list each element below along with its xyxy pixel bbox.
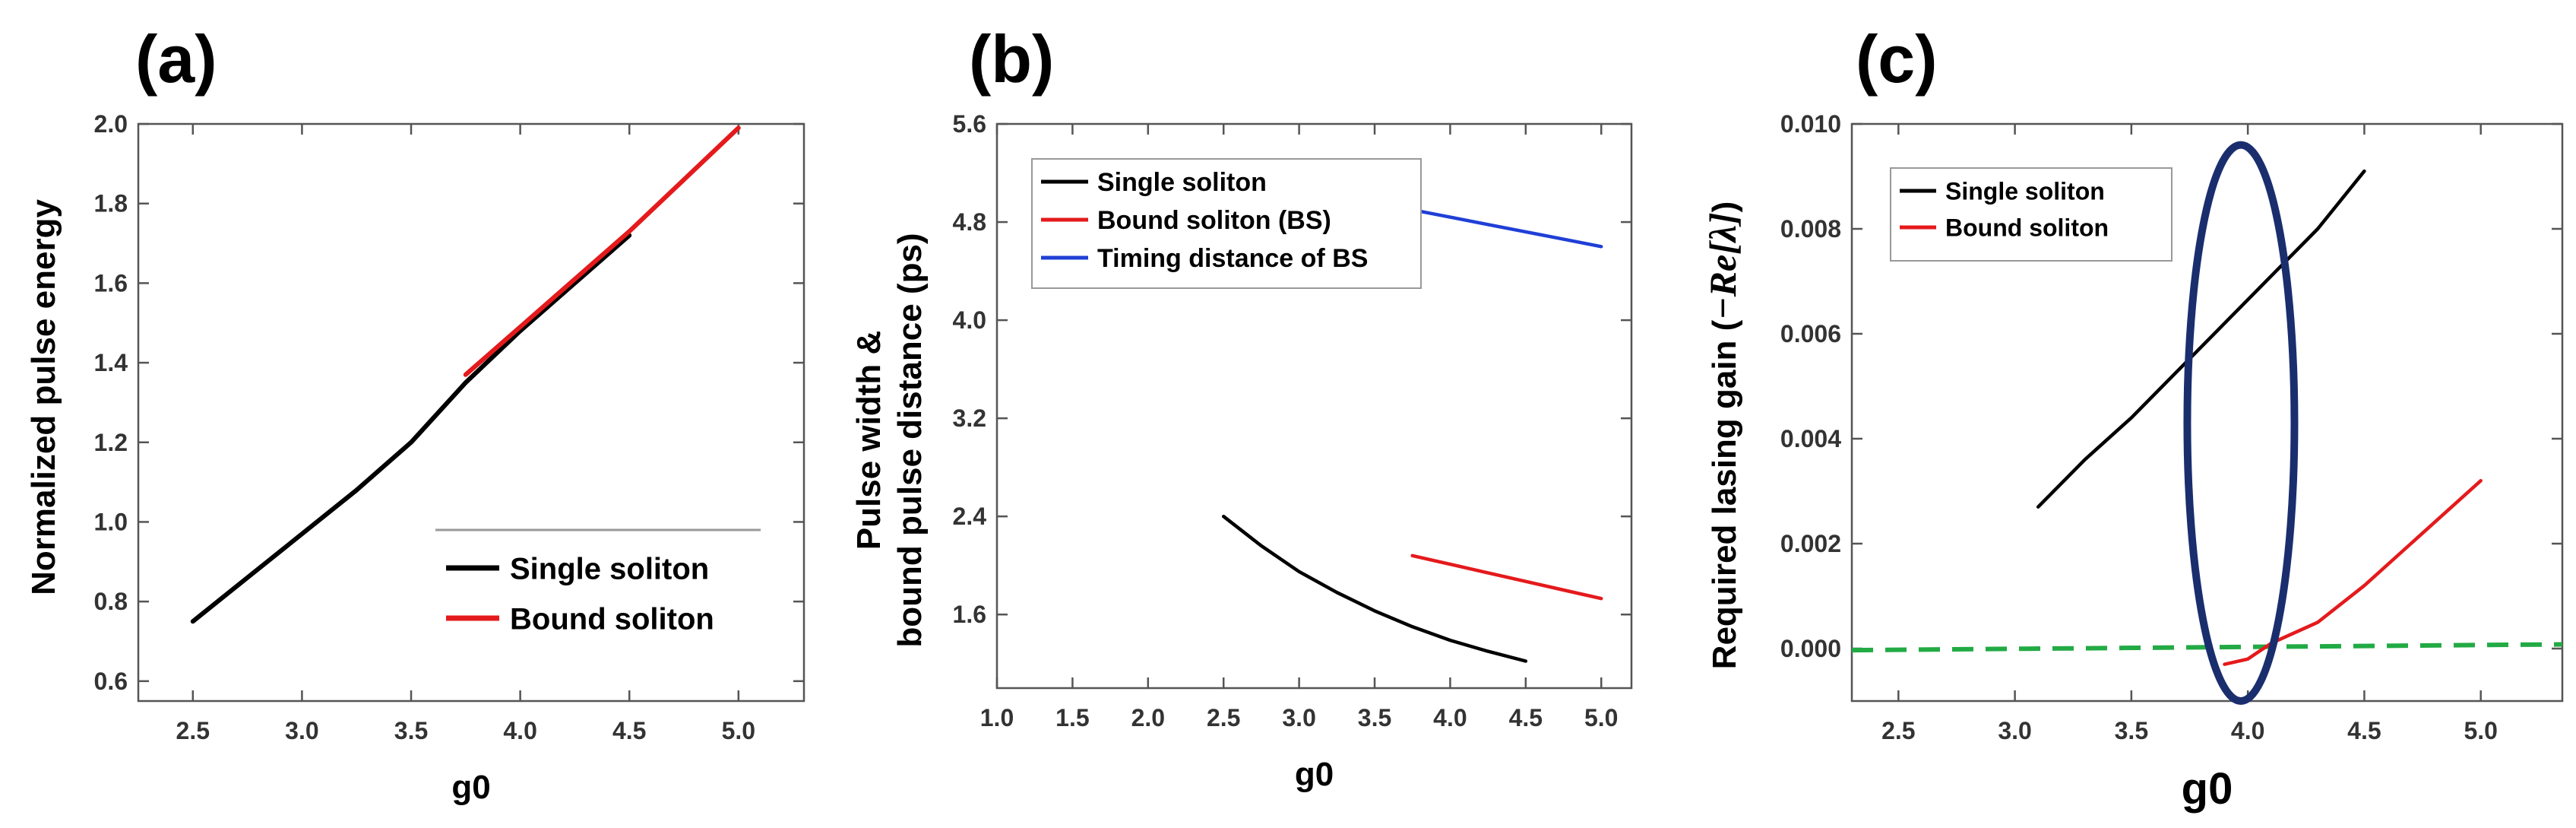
x-tick-label: 3.0 bbox=[1282, 704, 1315, 731]
y-tick-label: 3.2 bbox=[953, 404, 986, 432]
x-tick-label: 3.0 bbox=[1998, 717, 2031, 744]
x-tick-label: 3.5 bbox=[1358, 704, 1391, 731]
panel-c: (c) 2.5 3.0 3.5 4.0 4.5 5.0 0.000 0.002 0.004 0.00… bbox=[1701, 21, 2564, 814]
y-axis-label: Normalized pulse energy bbox=[25, 199, 62, 595]
x-tick-label: 3.5 bbox=[2115, 717, 2148, 744]
y-tick-label: 0.6 bbox=[94, 668, 128, 695]
y-axis-label-suffix: ) bbox=[1706, 201, 1743, 213]
x-tick-label: 4.0 bbox=[1433, 704, 1467, 731]
y-axis-label-line2: bound pulse distance (ps) bbox=[891, 233, 929, 647]
legend-box bbox=[1031, 158, 1422, 289]
y-tick-label: 0.008 bbox=[1780, 215, 1841, 243]
x-tick-label: 5.0 bbox=[722, 717, 755, 744]
highlight-ellipse bbox=[2183, 141, 2299, 705]
x-axis-label: g0 bbox=[451, 769, 490, 806]
y-tick-label: 1.6 bbox=[94, 269, 128, 297]
series-line-single-soliton bbox=[2036, 169, 2366, 509]
legend-label-single-soliton: Single soliton bbox=[1945, 178, 2105, 205]
y-tick-label: 1.2 bbox=[94, 429, 128, 456]
y-tick-label: 0.004 bbox=[1780, 425, 1841, 452]
x-tick-label: 2.5 bbox=[1881, 717, 1915, 744]
legend: Single soliton Bound soliton bbox=[435, 528, 761, 636]
x-tick-label: 5.0 bbox=[2464, 717, 2497, 744]
legend-box bbox=[1890, 167, 2173, 262]
series-line-bound-soliton-bs bbox=[1410, 554, 1603, 601]
y-tick-label: 2.4 bbox=[953, 503, 987, 530]
plot-frame bbox=[1850, 122, 2564, 703]
y-tick-label: 2.0 bbox=[94, 110, 128, 138]
y-tick-label: 5.6 bbox=[953, 110, 986, 138]
y-tick-label: 0.8 bbox=[94, 588, 128, 615]
plot-frame bbox=[137, 122, 805, 703]
legend-label-timing-distance-of-bs: Timing distance of BS bbox=[1097, 244, 1368, 273]
y-axis-label-prefix: Required lasing gain ( bbox=[1706, 319, 1743, 669]
x-tick-label: 5.0 bbox=[1584, 704, 1618, 731]
y-tick-label: 0.006 bbox=[1780, 320, 1841, 347]
series-line-bound-soliton bbox=[463, 125, 741, 377]
plot-frame bbox=[995, 122, 1633, 690]
x-tick-label: 2.0 bbox=[1131, 704, 1165, 731]
series-line-timing-distance-of-bs bbox=[1410, 208, 1603, 249]
x-tick-label: 1.5 bbox=[1055, 704, 1089, 731]
plot-area bbox=[190, 125, 741, 624]
y-tick-label: 0.010 bbox=[1780, 110, 1841, 138]
series-line-single-soliton bbox=[190, 233, 632, 624]
y-tick-label: 0.000 bbox=[1780, 635, 1841, 662]
x-tick-label: 3.5 bbox=[394, 717, 428, 744]
y-tick-label: 1.0 bbox=[94, 508, 128, 535]
x-tick-label: 4.5 bbox=[2347, 717, 2381, 744]
y-tick-label: 1.6 bbox=[953, 601, 986, 628]
x-tick-label: 1.0 bbox=[980, 704, 1014, 731]
x-axis-label: g0 bbox=[2182, 764, 2233, 814]
legend: Single soliton Bound soliton (BS) Timing d… bbox=[1031, 158, 1422, 289]
y-axis-label: Required lasing gain (−Re[λ]) bbox=[1701, 201, 1744, 670]
panel-b: (b) 1.0 1.5 2.0 2.5 3.0 3.5 4.0 4.5 5.0 1.6 2.4 3.2 4… bbox=[850, 21, 1633, 793]
legend-label-single-soliton: Single soliton bbox=[1097, 168, 1267, 197]
y-tick-label: 1.4 bbox=[94, 349, 128, 376]
legend: Single soliton Bound soliton bbox=[1890, 167, 2173, 262]
x-tick-label: 4.0 bbox=[503, 717, 536, 744]
y-tick-label: 4.8 bbox=[953, 208, 986, 236]
legend-label-single-soliton: Single soliton bbox=[510, 552, 709, 585]
panel-a: (a) 2.5 3.0 3.5 4.0 4.5 5.0 0.6 0.8 1.0 1.2 1.4 1.6 1… bbox=[25, 21, 805, 806]
x-tick-label: 4.5 bbox=[1509, 704, 1543, 731]
panel-label: (b) bbox=[969, 21, 1054, 97]
x-tick-label: 4.0 bbox=[2231, 717, 2264, 744]
x-tick-label: 2.5 bbox=[176, 717, 210, 744]
y-axis-label-math: −Re[λ] bbox=[1701, 212, 1744, 319]
legend-label-bound-soliton: Bound soliton bbox=[510, 602, 714, 636]
x-tick-label: 2.5 bbox=[1207, 704, 1240, 731]
legend-label-bound-soliton-bs: Bound soliton (BS) bbox=[1097, 206, 1331, 235]
x-tick-label: 3.0 bbox=[285, 717, 318, 744]
plot-area bbox=[1221, 208, 1603, 663]
y-tick-label: 4.0 bbox=[953, 306, 986, 334]
x-tick-label: 4.5 bbox=[612, 717, 646, 744]
y-tick-label: 0.002 bbox=[1780, 530, 1841, 557]
series-line-single-soliton bbox=[1221, 514, 1528, 663]
y-axis-label-line1: Pulse width & bbox=[850, 331, 888, 550]
panel-label: (c) bbox=[1856, 21, 1938, 97]
y-tick-label: 1.8 bbox=[94, 190, 128, 217]
series-line-bound-soliton bbox=[2223, 478, 2483, 666]
x-axis-label: g0 bbox=[1295, 756, 1334, 793]
legend-label-bound-soliton: Bound soliton bbox=[1945, 214, 2109, 242]
panel-label: (a) bbox=[135, 21, 217, 97]
